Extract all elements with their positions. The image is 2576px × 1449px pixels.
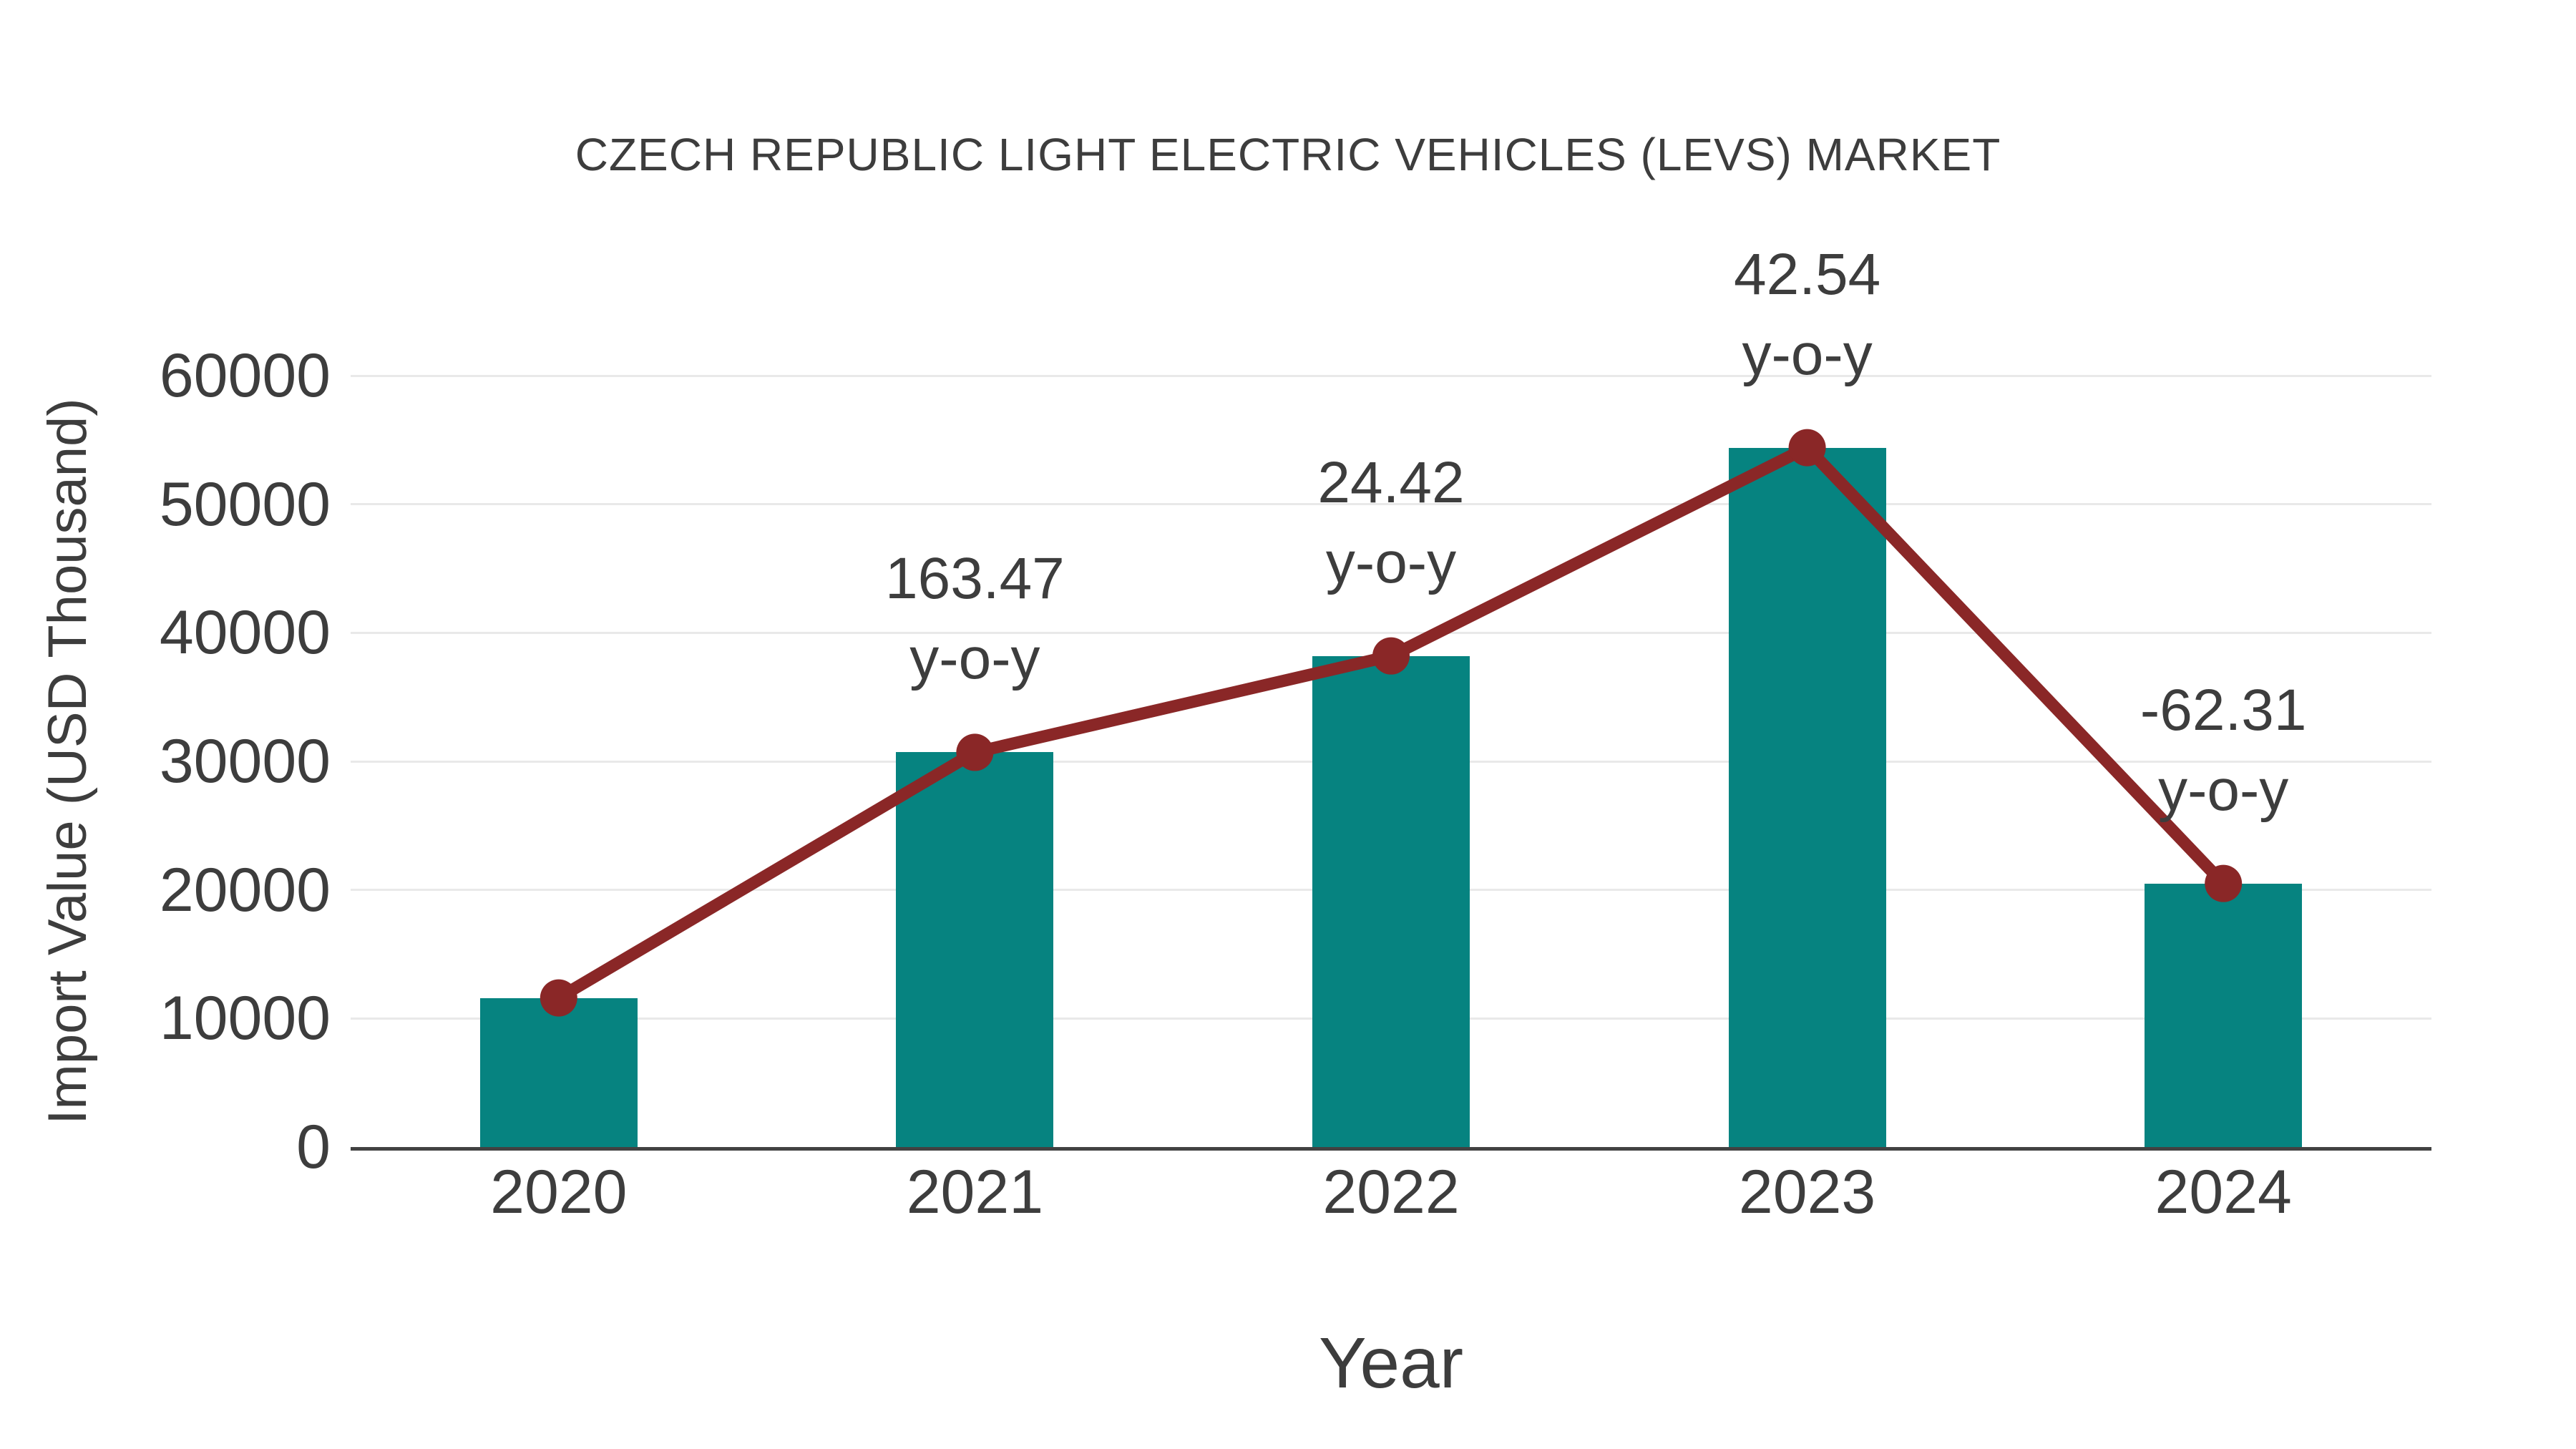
x-tick-label-2021: 2021 [906, 1158, 1044, 1226]
bar-2023 [1728, 447, 1886, 1150]
y-tick-label: 20000 [159, 855, 331, 924]
yoy-annotation-line: -62.31 [2140, 677, 2307, 743]
x-tick-label-2022: 2022 [1322, 1158, 1460, 1226]
yoy-annotation-2024: -62.31 y-o-y [1973, 670, 2474, 831]
grid-line [351, 631, 2431, 634]
yoy-annotation-2021: 163.47 y-o-y [724, 539, 1225, 699]
x-tick-label-2020: 2020 [490, 1158, 628, 1226]
yoy-annotation-2022: 24.42 y-o-y [1141, 443, 1641, 603]
yoy-annotation-line: y-o-y [1742, 321, 1873, 387]
bar-2024 [2145, 883, 2303, 1150]
y-tick-label: 40000 [159, 598, 331, 668]
y-tick-label: 50000 [159, 469, 331, 539]
y-tick-label: 0 [296, 1113, 331, 1181]
y-axis-title: Import Value (USD Thousand) [37, 398, 98, 1125]
y-tick-label: 10000 [159, 984, 331, 1053]
x-tick-label-2024: 2024 [2155, 1158, 2292, 1226]
yoy-annotation-line: y-o-y [2158, 757, 2289, 823]
yoy-annotation-line: 42.54 [1733, 241, 1881, 307]
chart-title: CZECH REPUBLIC LIGHT ELECTRIC VEHICLES (… [575, 129, 2001, 180]
yoy-annotation-2023: 42.54 y-o-y [1557, 235, 2058, 395]
yoy-annotation-line: 163.47 [884, 546, 1065, 612]
y-tick-label: 60000 [159, 341, 331, 410]
bar-2021 [896, 752, 1054, 1150]
x-axis-line [351, 1147, 2431, 1151]
bar-2022 [1312, 655, 1470, 1150]
x-tick-label-2023: 2023 [1738, 1158, 1876, 1226]
yoy-annotation-line: y-o-y [1325, 530, 1457, 595]
x-axis-title: Year [1318, 1323, 1464, 1403]
yoy-annotation-line: y-o-y [909, 626, 1040, 692]
yoy-annotation-line: 24.42 [1317, 449, 1465, 515]
grid-line [351, 374, 2431, 377]
bar-2020 [479, 997, 638, 1150]
y-tick-label: 30000 [159, 727, 331, 796]
